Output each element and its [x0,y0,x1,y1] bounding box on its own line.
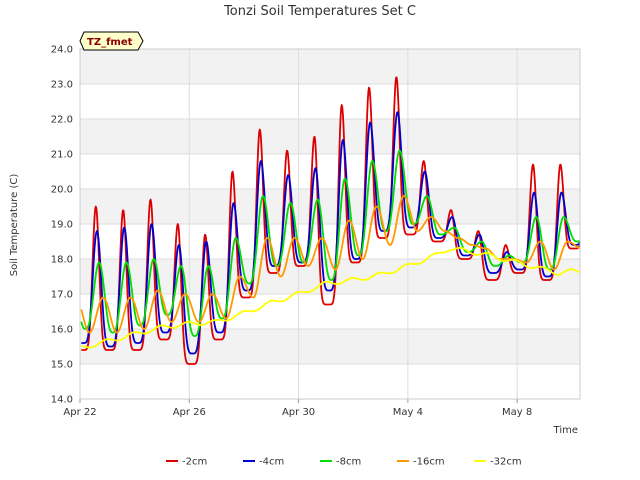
y-tick-label: 15.0 [51,360,73,371]
y-tick-label: 20.0 [51,185,73,196]
badge-label: TZ_fmet [87,37,133,48]
legend: -2cm -4cm -8cm -16cm -32cm [166,457,522,468]
plot-background [80,49,580,364]
y-tick-label: 21.0 [51,150,73,161]
chart-title: Tonzi Soil Temperatures Set C [223,4,416,19]
y-tick-label: 19.0 [51,220,73,231]
series-line-m2cm [81,76,581,365]
x-tick-label: Apr 22 [63,407,96,418]
y-tick-label: 23.0 [51,80,73,91]
grid-band [80,329,580,364]
series-layer [80,76,581,365]
y-tick-label: 17.0 [51,290,73,301]
badge-shape [79,31,144,51]
y-tick-label: 22.0 [51,115,73,126]
x-tick-label: May 4 [393,407,423,418]
y-tick-label: 24.0 [51,45,73,56]
y-tick-label: 16.0 [51,325,73,336]
grid-band [80,189,580,224]
badge: TZ_fmet [79,31,144,51]
legend-label: -4cm [259,457,284,468]
x-tick-label: Apr 30 [282,407,315,418]
y-axis: 14.0 15.0 16.0 17.0 18.0 19.0 20.0 21.0 22.0 23.0… [51,45,73,406]
legend-label: -16cm [413,457,445,468]
y-tick-label: 18.0 [51,255,73,266]
x-axis: Apr 22 Apr 26 Apr 30 May 4 May 8 [63,399,532,418]
y-axis-label: Soil Temperature (C) [9,174,20,277]
x-tick-label: May 8 [502,407,532,418]
x-axis-label: Time [553,425,578,436]
series-line-m4cm [81,111,581,355]
legend-label: -8cm [336,457,361,468]
grid-band [80,119,580,154]
legend-label: -32cm [490,457,522,468]
series-line-m8cm [80,149,581,337]
plot-frame [79,48,581,400]
grid-band [80,49,580,84]
y-tick-label: 14.0 [51,395,73,406]
legend-label: -2cm [182,457,207,468]
x-tick-label: Apr 26 [173,407,206,418]
grid-band [80,259,580,294]
series-line-m32cm [81,247,581,349]
